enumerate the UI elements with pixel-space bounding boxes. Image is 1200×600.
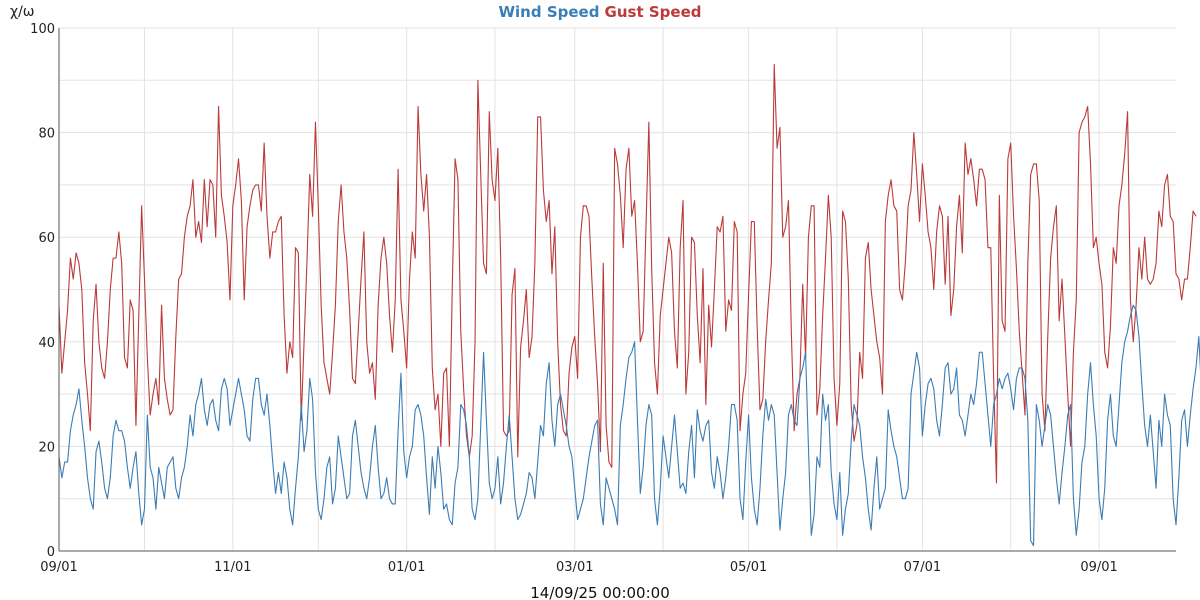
grid <box>58 27 1176 552</box>
legend: Wind Speed Gust Speed <box>499 2 702 21</box>
x-tick-label: 11/01 <box>214 560 251 575</box>
x-tick-label: 01/01 <box>388 560 425 575</box>
series-line-gust-speed <box>58 64 1197 484</box>
x-tick-label: 09/01 <box>40 560 77 575</box>
legend-wind-speed: Wind Speed <box>499 3 600 21</box>
y-tick-label: 20 <box>38 440 55 455</box>
y-tick-label: 60 <box>38 231 55 246</box>
series-line-wind-speed <box>58 304 1200 547</box>
y-tick-label: 80 <box>38 127 55 142</box>
x-tick-label: 05/01 <box>730 560 767 575</box>
x-axis-label: 14/09/25 00:00:00 <box>530 584 670 600</box>
y-axis-label: χ/ω <box>10 4 35 20</box>
x-tick-label: 03/01 <box>556 560 593 575</box>
x-tick-label: 07/01 <box>904 560 941 575</box>
x-tick-label: 09/01 <box>1080 560 1117 575</box>
legend-gust-speed: Gust Speed <box>605 3 702 21</box>
axes: 0 20 40 60 80 100 09/01 11/01 01/01 03/01 05/01 07/… <box>30 22 1176 575</box>
series-layer <box>58 64 1200 547</box>
y-tick-label: 100 <box>30 22 55 37</box>
y-tick-label: 0 <box>47 545 55 560</box>
y-tick-label: 40 <box>38 336 55 351</box>
